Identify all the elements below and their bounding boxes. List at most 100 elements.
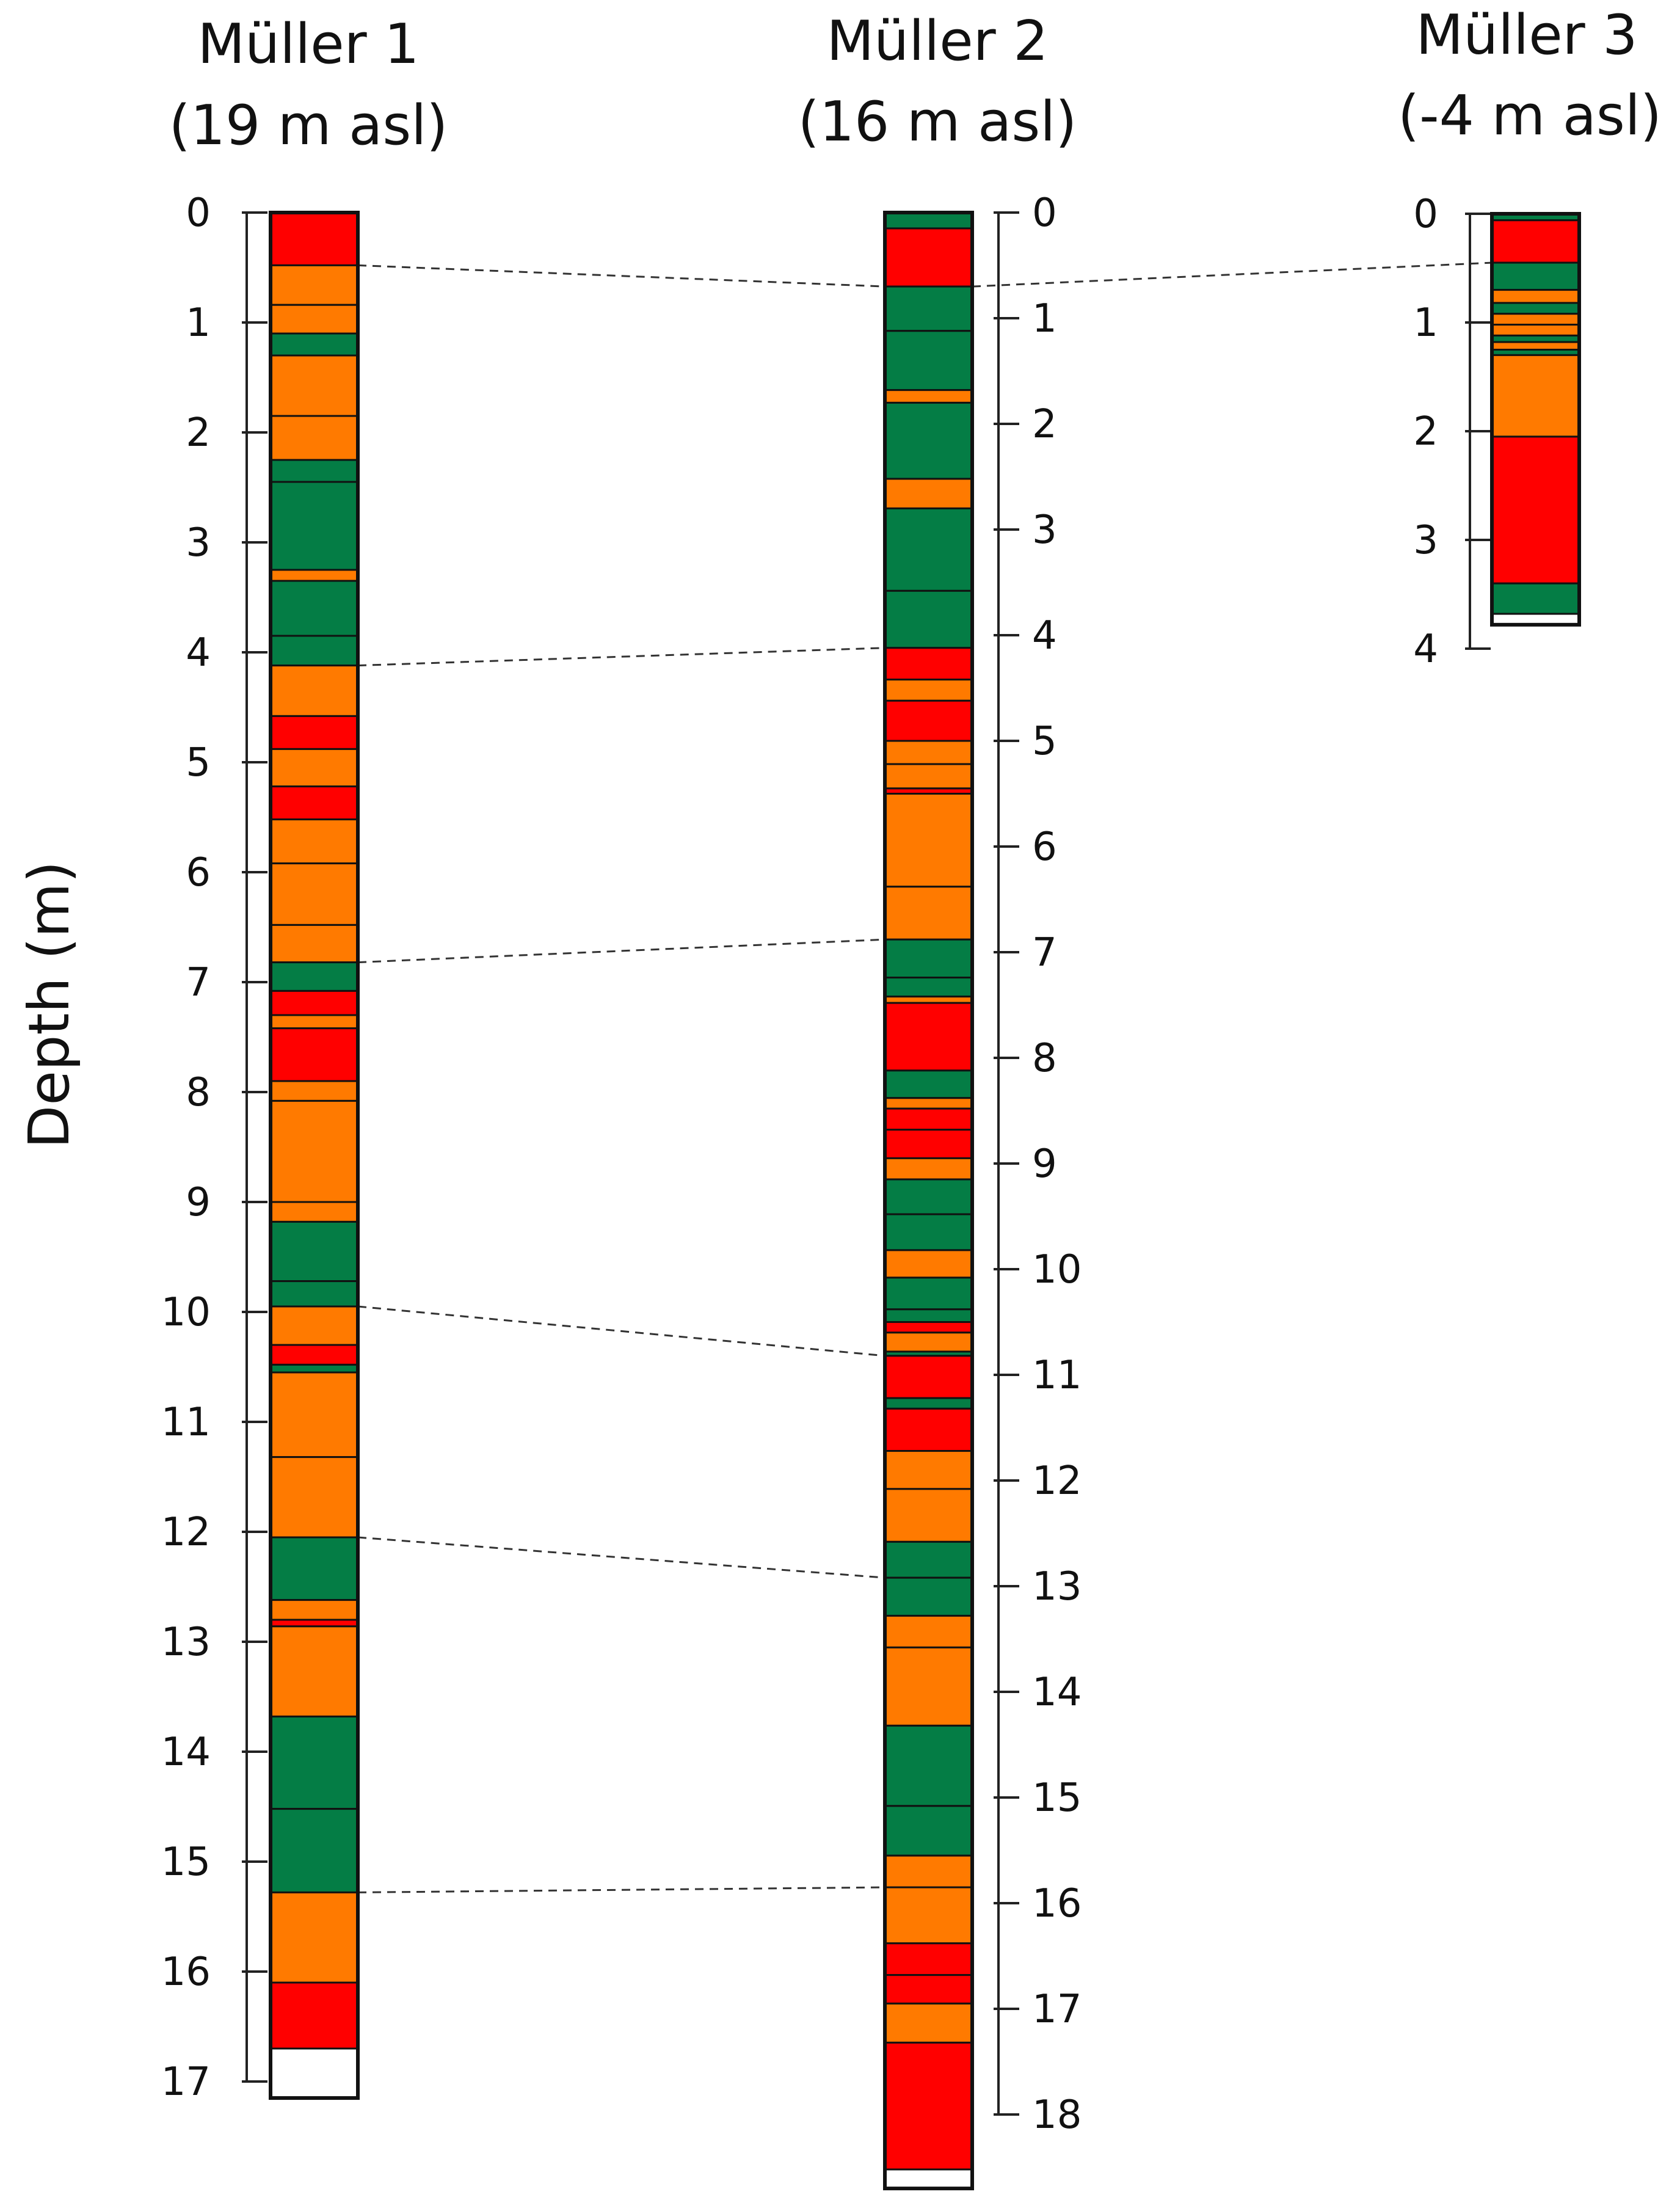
core2-tick-label: 17 — [1032, 1987, 1082, 2032]
core1-layer-green — [269, 481, 359, 571]
core2-layer-green — [884, 1724, 973, 1807]
core1-layer-orange — [269, 748, 359, 788]
core1-layer-green — [269, 635, 359, 667]
core2-layer-orange — [884, 1097, 973, 1110]
core1-layer-orange — [269, 1371, 359, 1459]
core2-tick-label: 8 — [1032, 1036, 1057, 1081]
core1-layer-red — [269, 211, 359, 266]
core1-layer-orange — [269, 354, 359, 417]
core1-layer-orange — [269, 923, 359, 964]
correlation-line — [357, 938, 885, 964]
core3-outline — [1490, 212, 1581, 627]
core3-layer-orange — [1491, 324, 1580, 337]
core1-layer-green — [269, 961, 359, 992]
core1-layer-green — [269, 332, 359, 357]
core2-tick-label: 7 — [1032, 930, 1057, 975]
core2-tick-label: 13 — [1032, 1564, 1082, 1609]
correlation-lines — [357, 261, 1493, 1893]
core2-layer-red — [884, 647, 973, 681]
core2-tick-label: 12 — [1032, 1459, 1082, 1504]
core1-layer-red — [269, 1027, 359, 1082]
correlation-line — [357, 1305, 885, 1357]
core1-layer-orange — [269, 1891, 359, 1984]
core2-layer-green — [884, 1069, 973, 1099]
core2-layer-green — [884, 977, 973, 998]
core1-layer-green — [269, 580, 359, 637]
core1-tick-label: 15 — [161, 1840, 211, 1885]
core2-layer-green — [884, 401, 973, 480]
core2-layer-red — [884, 227, 973, 288]
core3-layer-orange — [1491, 289, 1580, 304]
core2-layer-orange — [884, 1886, 973, 1945]
core1-layer-orange — [269, 264, 359, 306]
core2-layer-orange — [884, 1854, 973, 1889]
core1-layer-orange — [269, 1456, 359, 1539]
core2-layer-green — [884, 330, 973, 392]
core2-layer-red — [884, 1002, 973, 1072]
core1-elevation: (19 m asl) — [169, 93, 448, 158]
core1-layer-green — [269, 1220, 359, 1283]
depth-tick-labels: 0123456789101112131415161701234567891011… — [161, 191, 1438, 2138]
core2-layer-red — [884, 1974, 973, 2005]
core1-tick-label: 1 — [186, 301, 211, 346]
core3-layer-orange — [1491, 313, 1580, 326]
core2-layer-green — [884, 507, 973, 592]
core1-layer-orange — [269, 1014, 359, 1030]
core2-tick-label: 15 — [1032, 1776, 1082, 1821]
core1-layer-orange — [269, 818, 359, 865]
core1-layer-orange — [269, 1305, 359, 1346]
core2-layer-green — [884, 1805, 973, 1857]
core1-layer-orange — [269, 1080, 359, 1102]
core2-layer-green — [884, 938, 973, 979]
core2-layer-orange — [884, 1450, 973, 1490]
core1-layer-green — [269, 1715, 359, 1810]
core3-layer-green — [1491, 334, 1580, 343]
core1-layer-red — [269, 1344, 359, 1366]
core2-tick-label: 10 — [1032, 1247, 1082, 1292]
core2-tick-label: 5 — [1032, 719, 1057, 764]
core1-layer-green — [269, 459, 359, 483]
core2-layer-orange — [884, 1249, 973, 1279]
depth-scales — [242, 211, 1491, 2116]
core3-layer-orange — [1491, 341, 1580, 351]
core1-layer-white — [269, 2047, 359, 2099]
core1-layer-green — [269, 1536, 359, 1601]
core1-layer-orange — [269, 304, 359, 335]
core2-tick-label: 14 — [1032, 1670, 1082, 1715]
core2-layer-orange — [884, 1614, 973, 1648]
core2-layer-green — [884, 589, 973, 649]
core2-tick-label: 11 — [1032, 1353, 1082, 1398]
core2-layer-green — [884, 1308, 973, 1323]
core1-layer-red — [269, 989, 359, 1016]
core2-layer-orange — [884, 740, 973, 765]
core1-tick-label: 10 — [161, 1290, 211, 1335]
core1-tick-label: 11 — [161, 1400, 211, 1445]
core1-layer-green — [269, 1280, 359, 1308]
core2-layer-green — [884, 1576, 973, 1617]
core2-layer-orange — [884, 1646, 973, 1727]
core1-layer-green — [269, 1808, 359, 1893]
core2-layer-orange — [884, 679, 973, 702]
core2-tick-label: 9 — [1032, 1142, 1057, 1187]
core2-layer-orange — [884, 1331, 973, 1353]
core1-tick-label: 4 — [186, 630, 211, 676]
core3-layer-red — [1491, 219, 1580, 264]
core3-layer-green — [1491, 582, 1580, 615]
core2-layer-red — [884, 2041, 973, 2171]
core3-layer-green — [1491, 261, 1580, 291]
core1-layer-red — [269, 785, 359, 821]
core3-layer-orange — [1491, 354, 1580, 438]
core1-layer-orange — [269, 569, 359, 582]
core2-tick-label: 4 — [1032, 613, 1057, 658]
core2-layer-green — [884, 285, 973, 332]
core1-tick-label: 5 — [186, 740, 211, 785]
core3-tick-label: 1 — [1413, 301, 1438, 346]
core3-tick-label: 2 — [1413, 409, 1438, 454]
core3-layer-red — [1491, 435, 1580, 585]
core2-layer-green — [884, 211, 973, 230]
core1-layer-orange — [269, 415, 359, 461]
core2-tick-label: 6 — [1032, 825, 1057, 870]
core2-elevation: (16 m asl) — [798, 90, 1077, 154]
core2-layer-red — [884, 1942, 973, 1976]
